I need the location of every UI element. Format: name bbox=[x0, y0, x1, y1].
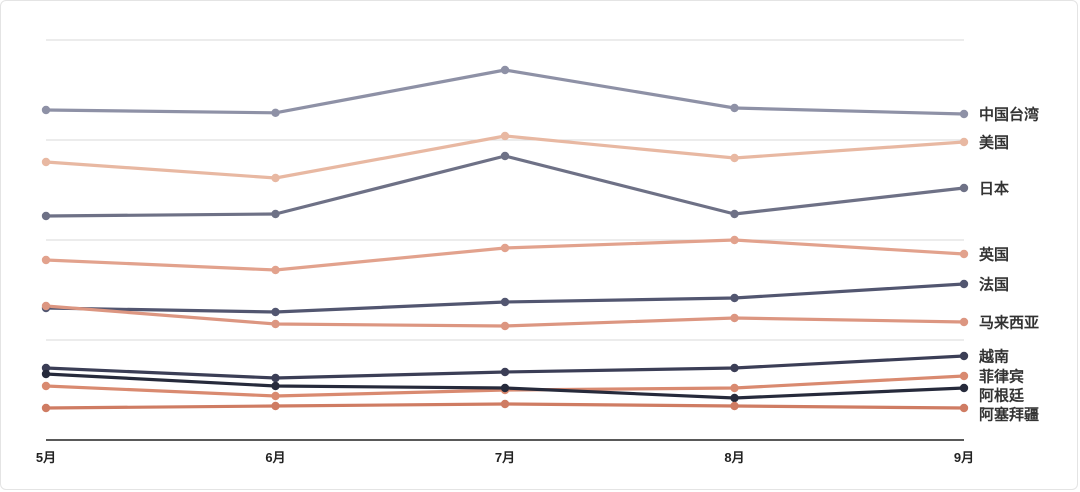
series-label: 美国 bbox=[979, 134, 1009, 152]
series-label: 英国 bbox=[979, 246, 1009, 264]
data-point bbox=[959, 351, 969, 361]
data-point bbox=[730, 209, 739, 219]
data-point bbox=[41, 363, 51, 373]
x-tick-label: 7月 bbox=[495, 450, 515, 465]
data-point bbox=[271, 108, 280, 118]
series-lines bbox=[44, 68, 966, 410]
series-line bbox=[44, 154, 966, 218]
data-point bbox=[730, 153, 739, 163]
data-point bbox=[959, 137, 969, 147]
data-point bbox=[271, 391, 280, 401]
data-point bbox=[500, 131, 510, 141]
data-point bbox=[500, 297, 510, 307]
series-label: 中国台湾 bbox=[979, 106, 1039, 124]
x-tick-labels: 5月 6月 7月 8月 9月 bbox=[36, 450, 974, 465]
data-point bbox=[41, 157, 51, 167]
series-label: 阿塞拜疆 bbox=[979, 406, 1039, 424]
data-point bbox=[271, 173, 280, 183]
data-point bbox=[500, 383, 510, 393]
data-point bbox=[730, 235, 739, 245]
data-point bbox=[959, 109, 969, 119]
data-point bbox=[271, 401, 280, 411]
data-point bbox=[959, 371, 969, 381]
series-label: 菲律宾 bbox=[979, 368, 1024, 386]
data-point bbox=[500, 367, 510, 377]
data-point bbox=[730, 401, 739, 411]
data-point bbox=[730, 363, 739, 373]
data-point bbox=[959, 279, 969, 289]
data-point bbox=[959, 383, 969, 393]
data-point bbox=[730, 293, 739, 303]
series-points bbox=[41, 65, 969, 413]
data-point bbox=[41, 301, 51, 311]
data-point bbox=[500, 151, 510, 161]
data-point bbox=[959, 317, 969, 327]
series-label: 越南 bbox=[978, 348, 1009, 366]
x-tick-label: 9月 bbox=[954, 450, 974, 465]
data-point bbox=[271, 307, 280, 317]
x-tick-label: 8月 bbox=[724, 450, 744, 465]
data-point bbox=[41, 211, 51, 221]
data-point bbox=[730, 393, 739, 403]
data-point bbox=[41, 105, 51, 115]
data-point bbox=[500, 243, 510, 253]
data-point bbox=[500, 321, 510, 331]
data-point bbox=[41, 255, 51, 265]
data-point bbox=[271, 265, 280, 275]
x-tick-label: 5月 bbox=[36, 450, 56, 465]
data-point bbox=[271, 373, 280, 383]
data-point bbox=[271, 319, 280, 329]
grid-layer bbox=[46, 39, 964, 341]
data-point bbox=[41, 381, 51, 391]
data-point bbox=[271, 209, 280, 219]
data-point bbox=[271, 381, 280, 391]
data-point bbox=[500, 65, 510, 75]
data-point bbox=[500, 399, 510, 409]
series-label: 阿根廷 bbox=[979, 387, 1025, 405]
data-point bbox=[959, 403, 969, 413]
data-point bbox=[41, 369, 51, 379]
data-point bbox=[959, 183, 969, 193]
data-point bbox=[959, 249, 969, 259]
data-point bbox=[41, 403, 51, 413]
series-label: 日本 bbox=[979, 180, 1009, 198]
data-point bbox=[730, 383, 739, 393]
series-label: 马来西亚 bbox=[979, 314, 1039, 332]
series-label: 法国 bbox=[979, 276, 1009, 294]
data-point bbox=[730, 313, 739, 323]
x-tick-label: 6月 bbox=[265, 450, 285, 465]
data-point bbox=[730, 103, 739, 113]
series-line bbox=[44, 68, 966, 116]
